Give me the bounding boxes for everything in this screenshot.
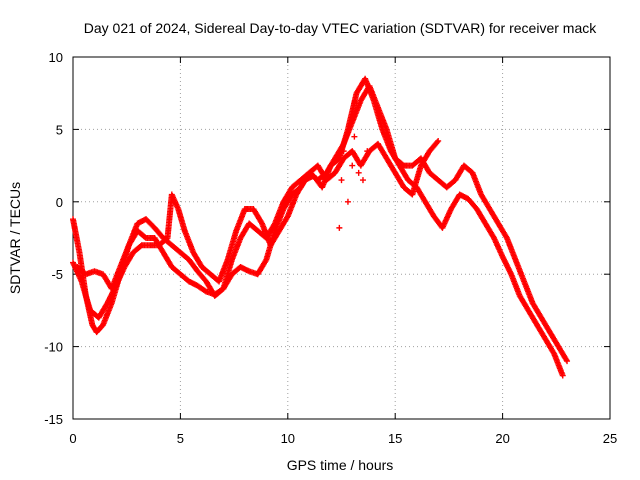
series-track-b (70, 75, 566, 379)
x-tick-label: 10 (281, 431, 295, 446)
grid-lines (73, 57, 610, 419)
x-axis-ticks: 0 5 10 15 20 25 (69, 57, 617, 446)
data-point (364, 148, 371, 155)
y-tick-label: -15 (44, 412, 63, 427)
x-tick-label: 5 (177, 431, 184, 446)
y-tick-label: 5 (56, 122, 63, 137)
y-axis-ticks: -15 -10 -5 0 5 10 (44, 50, 610, 427)
series-scattered-spike (336, 133, 371, 231)
chart-title: Day 021 of 2024, Sidereal Day-to-day VTE… (84, 20, 597, 36)
x-tick-label: 20 (495, 431, 509, 446)
data-point (435, 137, 442, 144)
x-tick-label: 0 (69, 431, 76, 446)
data-point (355, 169, 362, 176)
track-marker (434, 139, 441, 146)
y-tick-label: -5 (51, 267, 63, 282)
y-axis-label: SDTVAR / TECUs (7, 182, 23, 294)
data-point (349, 162, 356, 169)
y-tick-label: -10 (44, 340, 63, 355)
y-tick-label: 0 (56, 195, 63, 210)
x-tick-label: 25 (603, 431, 617, 446)
series-track-a (70, 137, 442, 336)
data-point (559, 372, 566, 379)
data-point (338, 177, 345, 184)
data-point (564, 358, 571, 365)
x-tick-label: 15 (388, 431, 402, 446)
data-point (351, 133, 358, 140)
series-group (70, 75, 571, 379)
data-point (340, 148, 347, 155)
data-point (344, 198, 351, 205)
y-tick-label: 10 (49, 50, 63, 65)
plot-frame (72, 56, 611, 420)
series-track-c (74, 82, 571, 365)
data-point (336, 224, 343, 231)
x-axis-label: GPS time / hours (287, 457, 394, 473)
data-point (359, 177, 366, 184)
